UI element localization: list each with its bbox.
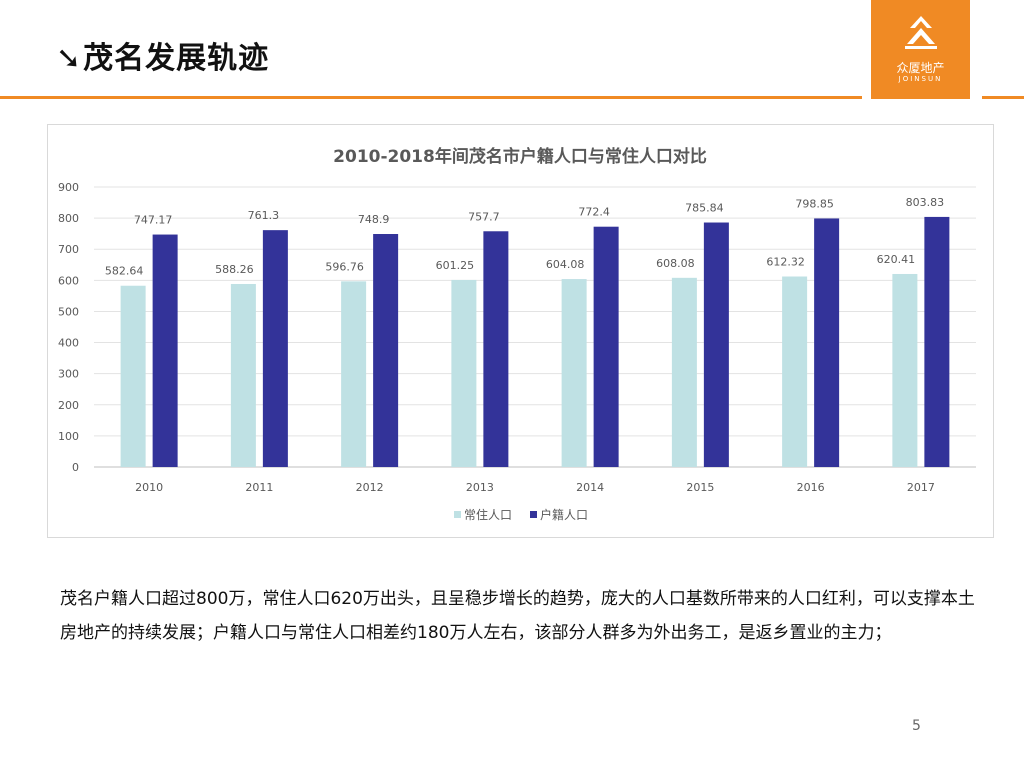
x-tick-label: 2016 [797,481,825,494]
x-tick-label: 2013 [466,481,494,494]
x-tick-label: 2010 [135,481,163,494]
x-tick-label: 2015 [686,481,714,494]
data-label: 601.25 [436,259,475,272]
legend-swatch [454,511,461,518]
y-tick-label: 200 [58,399,79,412]
logo-name-cn: 众厦地产 [896,61,945,75]
y-tick-label: 500 [58,305,79,318]
bar-resident [561,279,587,467]
data-label: 785.84 [685,202,724,215]
logo-name-en: JOINSUN [898,75,943,83]
y-tick-label: 800 [58,212,79,225]
bar-registered [924,216,950,467]
bar-registered [703,222,729,467]
data-label: 612.32 [766,256,805,269]
bar-resident [230,283,256,467]
population-bar-chart: 2010-2018年间茂名市户籍人口与常住人口对比 0 100 200 300 400 50… [58,146,976,522]
bar-resident [782,276,808,467]
bar-registered [262,230,288,467]
bar-registered [814,218,840,467]
y-tick-label: 900 [58,181,79,194]
data-label: 772.4 [578,206,610,219]
data-label: 608.08 [656,257,695,270]
x-tick-label: 2017 [907,481,935,494]
y-tick-label: 300 [58,368,79,381]
legend-swatch [530,511,537,518]
bar-registered [593,226,619,467]
data-label: 757.7 [468,210,500,223]
bar-resident [671,277,697,467]
legend-label: 户籍人口 [540,507,588,522]
title-block: ➘ 茂名发展轨迹 [56,44,269,74]
data-label: 748.9 [358,213,390,226]
header-divider-right [982,96,1024,99]
x-tick-label: 2012 [356,481,384,494]
bar-registered [373,234,399,467]
bar-resident [892,273,918,467]
data-label: 582.64 [105,265,144,278]
bar-resident [341,281,367,467]
bar-registered [152,234,178,467]
joinsun-logo-icon [905,16,937,49]
x-tick-label: 2014 [576,481,604,494]
data-label: 761.3 [248,209,280,222]
header-divider-left [0,96,862,99]
arrow-icon: ➘ [56,41,82,76]
y-tick-label: 100 [58,430,79,443]
data-label: 798.85 [795,197,834,210]
y-tick-label: 0 [72,461,79,474]
data-label: 604.08 [546,258,585,271]
chart-title: 2010-2018年间茂名市户籍人口与常住人口对比 [333,146,707,167]
data-label: 747.17 [134,214,173,227]
data-label: 803.83 [906,196,945,209]
page-title: 茂名发展轨迹 [83,41,270,76]
x-tick-label: 2011 [245,481,273,494]
y-tick-label: 700 [58,243,79,256]
brand-logo: 众厦地产 JOINSUN [871,0,970,99]
description-text: 茂名户籍人口超过800万，常住人口620万出头，且呈稳步增长的趋势，庞大的人口基… [60,589,975,643]
bar-resident [120,285,146,467]
y-tick-label: 600 [58,274,79,287]
data-label: 596.76 [325,260,364,273]
bar-resident [451,279,477,467]
bar-registered [483,231,509,467]
data-label: 588.26 [215,263,254,276]
data-label: 620.41 [877,253,916,266]
legend-label: 常住人口 [464,508,512,522]
page-number: 5 [912,718,921,734]
chart-panel: 2010-2018年间茂名市户籍人口与常住人口对比 0 100 200 300 400 50… [47,124,994,538]
y-tick-label: 400 [58,337,79,350]
